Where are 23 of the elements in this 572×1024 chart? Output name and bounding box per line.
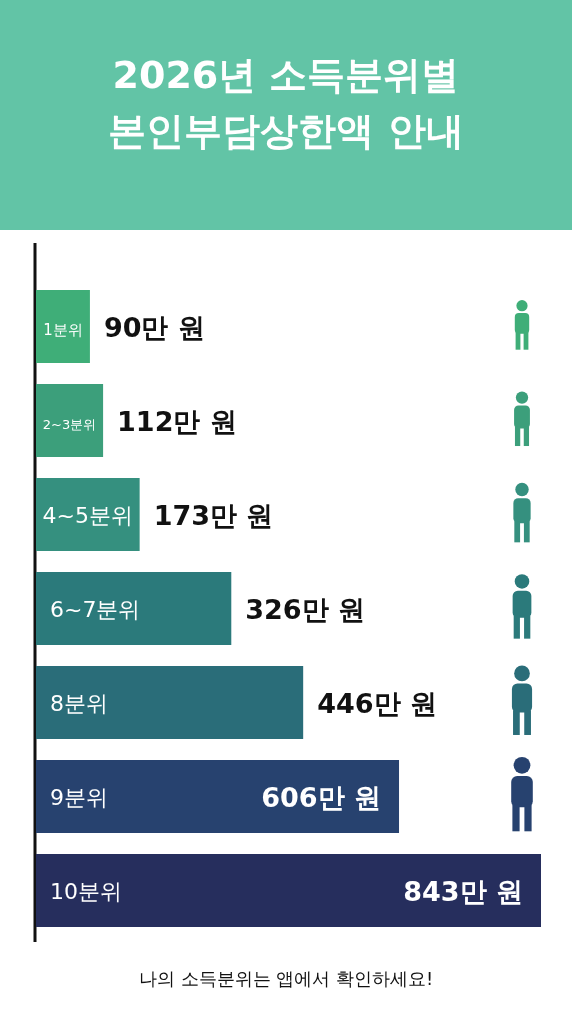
data-label: 606만 원 <box>261 781 382 813</box>
y-tick-label: 10분위 <box>50 878 122 904</box>
y-tick-label: 9분위 <box>50 784 108 810</box>
data-label: 326만 원 <box>245 593 366 625</box>
data-label: 90만 원 <box>103 311 205 343</box>
chart-title: 2026년 소득분위별 본인부담상한액 안내 <box>108 53 464 153</box>
data-label: 173만 원 <box>153 499 274 531</box>
y-tick-label: 4~5분위 <box>42 502 134 528</box>
y-tick-label: 6~7분위 <box>50 596 141 622</box>
text: 나의 소득분위는 앱에서 확인하세요! <box>138 968 434 989</box>
data-label: 843만 원 <box>403 875 523 907</box>
bar <box>36 666 304 739</box>
bar <box>36 384 104 457</box>
bar <box>36 290 90 363</box>
bar <box>36 854 541 927</box>
bar <box>36 572 232 645</box>
bar <box>36 478 140 551</box>
y-tick-label: 1분위 <box>43 320 83 339</box>
data-label: 112만 원 <box>117 405 237 437</box>
data-label: 446만 원 <box>317 687 437 719</box>
y-tick-label: 2~3분위 <box>42 416 97 432</box>
bar <box>36 760 400 833</box>
y-tick-label: 8분위 <box>50 690 108 716</box>
